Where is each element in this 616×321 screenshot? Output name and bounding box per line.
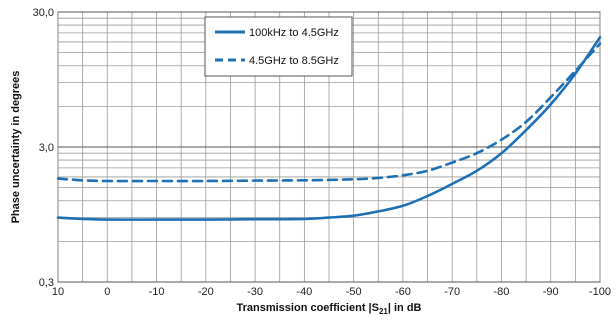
series-line-1 [56,36,602,221]
x-axis-title: Transmission coefficient |S21| in dB [237,302,422,316]
series-layer [56,36,602,221]
x-tick-label: 10 [52,286,64,298]
x-tick-label: 0 [104,286,110,298]
x-axis-title-subscript: 21 [379,307,388,316]
series-line-2 [56,42,602,183]
x-tick-label: -60 [395,286,411,298]
x-axis-title-prefix: Transmission coefficient |S [237,302,379,314]
x-tick-label: -30 [247,286,263,298]
x-tick-label: -80 [494,286,510,298]
legend-label-series-2: 4.5GHz to 8.5GHz [249,55,339,67]
x-tick-label: -40 [296,286,312,298]
x-tick-label: -10 [149,286,165,298]
legend-box [204,16,353,77]
legend-label-series-1: 100kHz to 4.5GHz [249,27,339,39]
y-tick-label: 30,0 [33,7,54,19]
y-tick-label: 3,0 [39,142,54,154]
x-tick-label: -50 [346,286,362,298]
x-tick-label: -70 [444,286,460,298]
x-tick-label: -100 [589,286,611,298]
x-tick-label: -20 [198,286,214,298]
x-axis-title-suffix: | in dB [388,302,422,314]
tick-labels: 10 0 -10 -20 -30 -40 -50 -60 -70 -80 -90 -100 30,0 3,… [33,7,611,298]
legend: 100kHz to 4.5GHz 4.5GHz to 8.5GHz [204,16,353,77]
y-tick-label: 0,3 [39,277,54,289]
y-axis-title: Phase uncertainty in degrees [10,71,22,224]
x-tick-label: -90 [543,286,559,298]
